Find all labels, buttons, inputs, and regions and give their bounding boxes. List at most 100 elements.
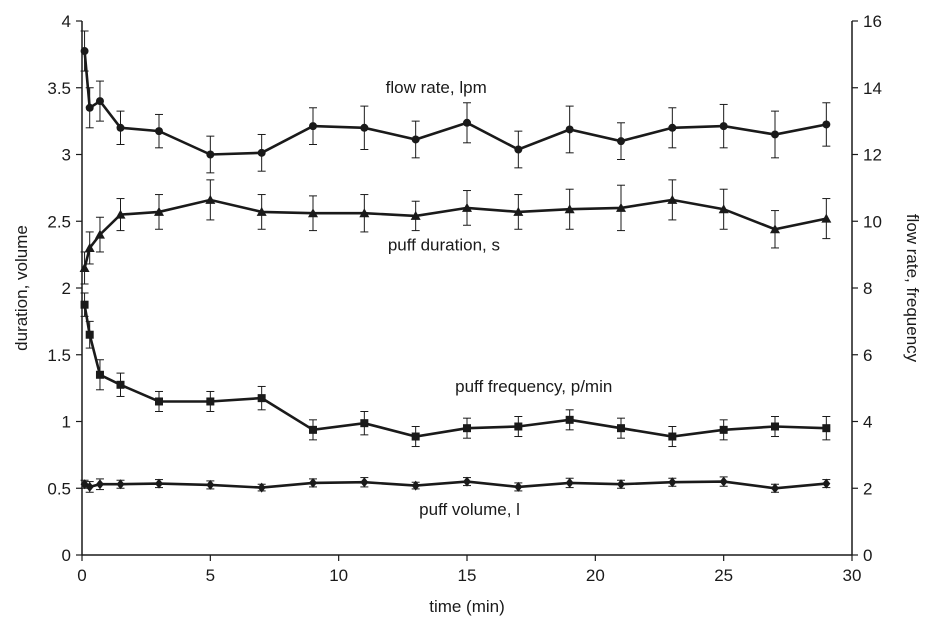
right-y-tick-label: 12 (863, 146, 882, 165)
data-point (410, 210, 421, 220)
left-y-tick-label: 0.5 (47, 479, 71, 498)
series-label: puff duration, s (388, 236, 500, 255)
data-point (668, 432, 677, 441)
data-point (79, 262, 90, 272)
data-point (821, 213, 832, 223)
data-point (564, 204, 575, 214)
data-point (205, 194, 216, 204)
data-point (256, 206, 267, 216)
data-point (206, 479, 215, 490)
x-tick-label: 20 (586, 566, 605, 585)
data-point (617, 479, 625, 490)
data-point (771, 422, 779, 431)
left-y-tick-label: 4 (62, 12, 71, 31)
data-point (206, 150, 215, 159)
data-point (514, 422, 523, 431)
data-point (85, 481, 94, 492)
left-y-tick-label: 1 (62, 413, 71, 432)
data-point (155, 127, 163, 136)
x-tick-label: 5 (206, 566, 215, 585)
series-line (83, 304, 827, 438)
data-point (718, 204, 729, 214)
series-label: flow rate, lpm (386, 78, 487, 97)
data-point (668, 477, 677, 488)
data-point (667, 194, 678, 204)
data-point (360, 123, 369, 132)
data-point (84, 242, 95, 252)
data-point (95, 370, 104, 379)
x-tick-label: 15 (458, 566, 477, 585)
data-point (513, 206, 524, 216)
data-point (617, 424, 625, 433)
left-y-tick-label: 2.5 (47, 212, 71, 231)
series-line (83, 480, 827, 490)
series-labels: flow rate, lpm puff duration, s puff frequ… (386, 78, 613, 519)
data-point (360, 419, 369, 428)
data-point (616, 202, 626, 212)
data-point (80, 300, 89, 309)
data-point (85, 103, 94, 112)
series-label: puff frequency, p/min (455, 377, 612, 396)
data-point (309, 122, 317, 131)
series-4 (80, 476, 831, 494)
data-point (359, 208, 370, 218)
data-point (463, 476, 471, 487)
data-point (565, 125, 574, 134)
data-point (770, 224, 780, 234)
right-y-tick-label: 0 (863, 546, 872, 565)
right-y-axis-ticks: 0 2 4 6 8 10 12 14 16 (852, 12, 882, 565)
data-point (565, 415, 574, 424)
left-y-tick-label: 0 (62, 546, 71, 565)
data-point (411, 432, 420, 441)
data-point (116, 380, 125, 389)
data-point (360, 477, 369, 488)
right-y-axis-title: flow rate, frequency (903, 214, 922, 363)
data-point (155, 478, 163, 489)
data-point (115, 209, 126, 219)
data-point (668, 123, 677, 132)
series-layer (79, 30, 832, 494)
right-y-tick-label: 4 (863, 413, 872, 432)
data-point (94, 229, 105, 239)
data-point (771, 130, 779, 139)
data-point (309, 425, 317, 434)
data-point (565, 477, 574, 488)
x-axis-title: time (min) (429, 597, 505, 616)
data-point (257, 482, 266, 493)
data-point (617, 137, 625, 146)
x-tick-label: 25 (714, 566, 733, 585)
series-2 (79, 179, 832, 285)
data-point (155, 397, 163, 406)
data-point (80, 47, 89, 56)
right-y-tick-label: 16 (863, 12, 882, 31)
data-point (308, 208, 318, 218)
data-point (822, 424, 831, 433)
x-tick-label: 10 (329, 566, 348, 585)
x-axis-ticks: 0 5 10 15 20 25 30 (77, 555, 861, 585)
data-point (95, 97, 104, 106)
data-point (719, 425, 728, 434)
data-point (514, 481, 523, 492)
data-point (206, 397, 215, 406)
data-point (257, 148, 266, 157)
data-point (116, 479, 125, 490)
left-y-axis-title: duration, volume (12, 225, 31, 351)
right-y-tick-label: 2 (863, 479, 872, 498)
axes (81, 21, 853, 556)
x-tick-label: 0 (77, 566, 86, 585)
data-point (95, 479, 104, 490)
left-y-axis-ticks: 0 0.5 1 1.5 2 2.5 3 3.5 4 (47, 12, 82, 565)
data-point (463, 118, 471, 127)
data-point (822, 120, 831, 129)
data-point (462, 202, 472, 212)
series-line (83, 198, 827, 269)
data-point (154, 206, 164, 216)
series-3 (80, 292, 831, 448)
right-y-tick-label: 14 (863, 79, 882, 98)
data-point (257, 394, 266, 403)
data-point (514, 145, 523, 154)
x-tick-label: 30 (843, 566, 862, 585)
data-point (85, 330, 94, 339)
data-point (719, 476, 728, 487)
